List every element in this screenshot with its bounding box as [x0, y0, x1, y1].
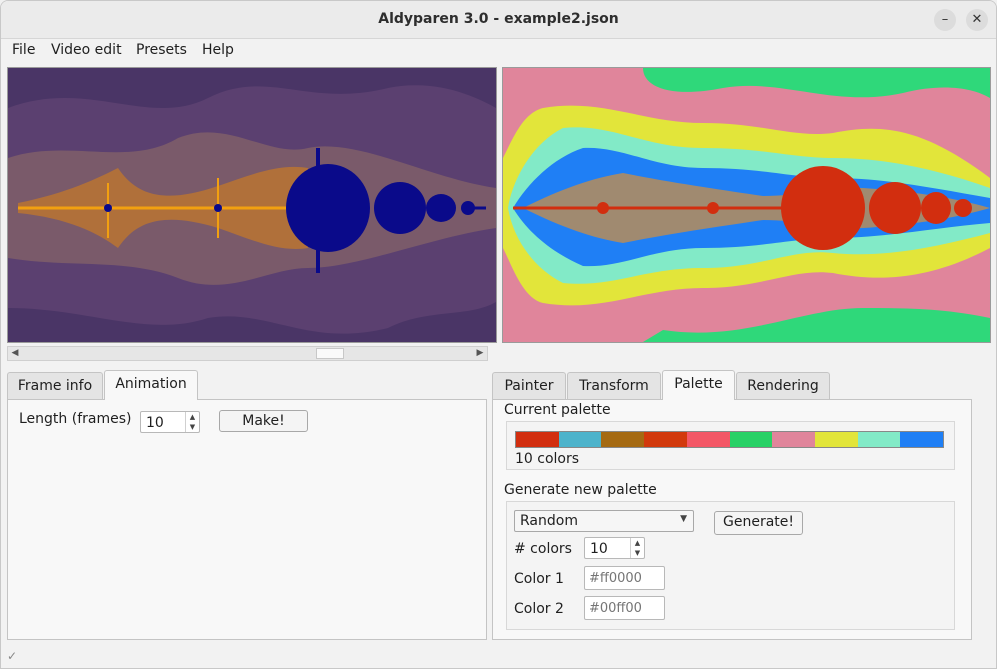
tab-palette[interactable]: Palette — [662, 370, 735, 400]
window-title: Aldyparen 3.0 - example2.json — [378, 11, 619, 27]
num-colors-label: # colors — [514, 541, 572, 557]
minimize-icon: – — [941, 12, 949, 27]
menu-bar: File Video edit Presets Help — [1, 39, 996, 63]
make-button[interactable]: Make! — [219, 410, 308, 432]
fractal-render-left — [8, 68, 496, 342]
palette-count: 10 colors — [515, 451, 580, 467]
palette-swatch-8 — [814, 432, 858, 447]
color1-input[interactable] — [584, 566, 665, 590]
tab-painter[interactable]: Painter — [492, 372, 566, 400]
tab-rendering[interactable]: Rendering — [736, 372, 830, 400]
close-button[interactable]: ✕ — [966, 9, 988, 31]
palette-swatches — [515, 431, 944, 448]
fractal-render-right — [503, 68, 990, 342]
length-label: Length (frames) — [19, 411, 132, 427]
status-bar: ✓ — [1, 646, 996, 668]
generate-palette-label: Generate new palette — [504, 482, 657, 498]
color2-input[interactable] — [584, 596, 665, 620]
scrollbar-thumb[interactable] — [316, 348, 344, 359]
palette-swatch-3 — [601, 432, 645, 447]
menu-presets[interactable]: Presets — [136, 42, 187, 58]
minimize-button[interactable]: – — [934, 9, 956, 31]
palette-method-select[interactable]: Random ▼ — [514, 510, 694, 532]
scroll-right-icon[interactable]: ▶ — [476, 348, 484, 358]
animation-panel: Length (frames) 10 ▲ ▼ Make! — [7, 399, 487, 640]
palette-swatch-5 — [686, 432, 730, 447]
title-bar: Aldyparen 3.0 - example2.json – ✕ — [1, 1, 996, 39]
close-icon: ✕ — [971, 12, 983, 27]
palette-swatch-4 — [644, 432, 687, 447]
spin-arrows-icon[interactable]: ▲ ▼ — [185, 412, 199, 432]
preview-frame-view[interactable] — [502, 67, 991, 343]
color2-label: Color 2 — [514, 601, 564, 617]
work-frame-view[interactable] — [7, 67, 497, 343]
checkmark-icon: ✓ — [7, 649, 18, 663]
length-spinbox[interactable]: 10 ▲ ▼ — [140, 411, 200, 433]
palette-method-value: Random — [520, 513, 578, 529]
palette-swatch-1 — [516, 432, 559, 447]
scroll-left-icon[interactable]: ◀ — [11, 348, 19, 358]
current-palette-label: Current palette — [504, 402, 611, 418]
palette-swatch-9 — [857, 432, 901, 447]
num-colors-spinbox[interactable]: 10 ▲ ▼ — [584, 537, 645, 559]
palette-swatch-7 — [772, 432, 815, 447]
chevron-down-icon: ▼ — [680, 514, 687, 524]
generate-button[interactable]: Generate! — [714, 511, 803, 535]
tab-frame-info[interactable]: Frame info — [7, 372, 103, 400]
menu-help[interactable]: Help — [202, 42, 234, 58]
menu-file[interactable]: File — [12, 42, 36, 58]
tab-animation[interactable]: Animation — [104, 370, 198, 400]
palette-swatch-2 — [558, 432, 602, 447]
color1-label: Color 1 — [514, 571, 564, 587]
length-value: 10 — [146, 415, 164, 431]
num-colors-value: 10 — [590, 541, 608, 557]
palette-swatch-6 — [729, 432, 773, 447]
menu-video-edit[interactable]: Video edit — [51, 42, 122, 58]
tab-transform[interactable]: Transform — [567, 372, 661, 400]
spin-arrows-icon[interactable]: ▲ ▼ — [630, 538, 644, 558]
palette-swatch-10 — [900, 432, 944, 447]
horizontal-scrollbar[interactable]: ◀ ▶ — [7, 346, 488, 361]
